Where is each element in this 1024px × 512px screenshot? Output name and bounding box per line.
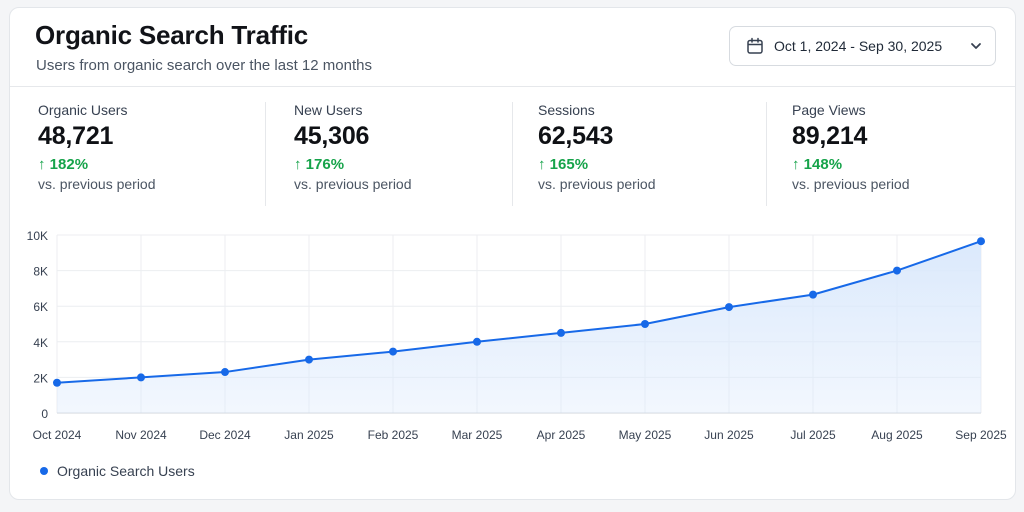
stat-comparison: vs. previous period bbox=[294, 176, 412, 192]
arrow-up-icon: ↑ bbox=[538, 156, 550, 173]
arrow-up-icon: ↑ bbox=[38, 156, 50, 173]
chevron-down-icon bbox=[969, 39, 983, 53]
stat-value: 45,306 bbox=[294, 122, 370, 150]
stat-sessions: Sessions 62,543 ↑ 165% vs. previous peri… bbox=[538, 102, 778, 192]
stat-delta-value: 165% bbox=[549, 156, 589, 173]
stat-delta: ↑ 165% bbox=[538, 156, 778, 173]
x-tick-label: Jan 2025 bbox=[284, 428, 334, 442]
stat-new-users: New Users 45,306 ↑ 176% vs. previous per… bbox=[294, 102, 534, 192]
series-line bbox=[56, 240, 982, 384]
data-point bbox=[641, 320, 649, 328]
stat-delta-value: 176% bbox=[305, 156, 345, 173]
y-tick-label: 8K bbox=[33, 265, 48, 279]
x-tick-label: Aug 2025 bbox=[871, 428, 923, 442]
stat-label: Page Views bbox=[792, 102, 866, 118]
x-tick-label: Apr 2025 bbox=[537, 428, 586, 442]
stat-delta: ↑ 182% bbox=[38, 156, 278, 173]
stat-divider bbox=[512, 102, 513, 206]
stat-label: Organic Users bbox=[38, 102, 128, 118]
stat-label: New Users bbox=[294, 102, 363, 118]
data-point bbox=[473, 337, 481, 346]
y-tick-label: 2K bbox=[33, 371, 48, 385]
arrow-up-icon: ↑ bbox=[792, 156, 804, 173]
stat-label: Sessions bbox=[538, 102, 595, 118]
traffic-area-chart: 0 2K 4K 6K 8K 10K Oct 2024 Nov 2024 Dec 2024 Jan … bbox=[27, 229, 1007, 442]
x-tick-label: Jun 2025 bbox=[704, 428, 754, 442]
series-area bbox=[57, 241, 981, 413]
page-subtitle: Users from organic search over the last … bbox=[36, 57, 372, 74]
x-tick-label: Jul 2025 bbox=[790, 428, 836, 442]
y-tick-label: 4K bbox=[33, 336, 48, 350]
data-point bbox=[725, 303, 733, 312]
x-tick-label: May 2025 bbox=[619, 428, 672, 442]
calendar-icon bbox=[746, 37, 764, 55]
stat-comparison: vs. previous period bbox=[38, 176, 156, 192]
date-range-picker[interactable]: Oct 1, 2024 - Sep 30, 2025 bbox=[729, 26, 996, 66]
data-point bbox=[557, 328, 565, 337]
stat-comparison: vs. previous period bbox=[792, 176, 910, 192]
stat-value: 89,214 bbox=[792, 122, 868, 150]
x-tick-label: Mar 2025 bbox=[452, 428, 503, 442]
legend-swatch bbox=[40, 467, 48, 475]
stat-delta-value: 148% bbox=[803, 156, 843, 173]
data-point bbox=[305, 355, 313, 364]
page-title: Organic Search Traffic bbox=[35, 20, 309, 50]
traffic-card: Organic Search Traffic Users from organi… bbox=[9, 7, 1016, 500]
stat-delta: ↑ 176% bbox=[294, 156, 534, 173]
x-tick-label: Nov 2024 bbox=[115, 428, 167, 442]
legend-label: Organic Search Users bbox=[57, 463, 195, 479]
date-range-label: Oct 1, 2024 - Sep 30, 2025 bbox=[774, 38, 943, 54]
stat-divider bbox=[766, 102, 767, 206]
data-point bbox=[53, 378, 61, 387]
stat-value: 48,721 bbox=[38, 122, 114, 150]
stat-divider bbox=[265, 102, 266, 206]
data-point bbox=[809, 290, 817, 299]
data-point bbox=[893, 266, 901, 275]
data-point bbox=[137, 373, 145, 382]
stat-value: 62,543 bbox=[538, 122, 614, 150]
data-point bbox=[389, 347, 397, 356]
data-point bbox=[977, 237, 985, 246]
y-tick-label: 10K bbox=[27, 229, 48, 243]
stat-delta: ↑ 148% bbox=[792, 156, 1015, 173]
x-tick-label: Sep 2025 bbox=[955, 428, 1007, 442]
data-point bbox=[221, 368, 229, 377]
x-tick-label: Dec 2024 bbox=[199, 428, 251, 442]
arrow-up-icon: ↑ bbox=[294, 156, 306, 173]
x-tick-label: Feb 2025 bbox=[368, 428, 419, 442]
y-tick-label: 0 bbox=[41, 407, 48, 421]
header-divider bbox=[10, 86, 1015, 87]
y-tick-label: 6K bbox=[33, 300, 48, 314]
stat-delta-value: 182% bbox=[49, 156, 89, 173]
stat-page-views: Page Views 89,214 ↑ 148% vs. previous pe… bbox=[792, 102, 1015, 192]
stat-comparison: vs. previous period bbox=[538, 176, 656, 192]
stat-organic-users: Organic Users 48,721 ↑ 182% vs. previous… bbox=[38, 102, 278, 192]
chart-legend: Organic Search Users bbox=[40, 463, 195, 479]
x-tick-label: Oct 2024 bbox=[33, 428, 82, 442]
